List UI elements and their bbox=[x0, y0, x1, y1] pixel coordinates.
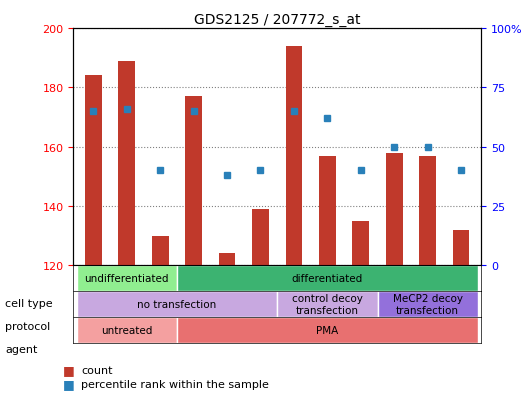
FancyBboxPatch shape bbox=[177, 266, 478, 292]
Text: percentile rank within the sample: percentile rank within the sample bbox=[81, 379, 269, 389]
FancyBboxPatch shape bbox=[76, 292, 277, 317]
FancyBboxPatch shape bbox=[277, 292, 378, 317]
Text: untreated: untreated bbox=[101, 325, 152, 335]
Text: ■: ■ bbox=[63, 363, 74, 376]
Text: undifferentiated: undifferentiated bbox=[85, 273, 169, 283]
Text: ■: ■ bbox=[63, 377, 74, 391]
FancyBboxPatch shape bbox=[177, 317, 478, 343]
FancyBboxPatch shape bbox=[378, 292, 478, 317]
Bar bbox=[453, 230, 470, 266]
FancyBboxPatch shape bbox=[76, 317, 177, 343]
Bar bbox=[85, 76, 101, 266]
Bar bbox=[286, 47, 302, 266]
Text: count: count bbox=[81, 365, 112, 375]
Bar bbox=[419, 156, 436, 266]
Bar bbox=[319, 156, 336, 266]
FancyBboxPatch shape bbox=[76, 266, 177, 292]
Bar bbox=[219, 254, 235, 266]
Bar bbox=[185, 97, 202, 266]
Bar bbox=[386, 153, 403, 266]
Text: agent: agent bbox=[5, 344, 38, 354]
Bar bbox=[118, 62, 135, 266]
Text: cell type: cell type bbox=[5, 299, 53, 309]
Bar bbox=[353, 221, 369, 266]
Text: MeCP2 decoy
transfection: MeCP2 decoy transfection bbox=[393, 294, 463, 315]
Bar bbox=[252, 209, 269, 266]
Text: control decoy
transfection: control decoy transfection bbox=[292, 294, 363, 315]
Title: GDS2125 / 207772_s_at: GDS2125 / 207772_s_at bbox=[194, 12, 360, 26]
Text: differentiated: differentiated bbox=[292, 273, 363, 283]
Bar bbox=[152, 236, 168, 266]
Text: PMA: PMA bbox=[316, 325, 338, 335]
Text: protocol: protocol bbox=[5, 321, 51, 331]
Text: no transfection: no transfection bbox=[137, 299, 217, 309]
